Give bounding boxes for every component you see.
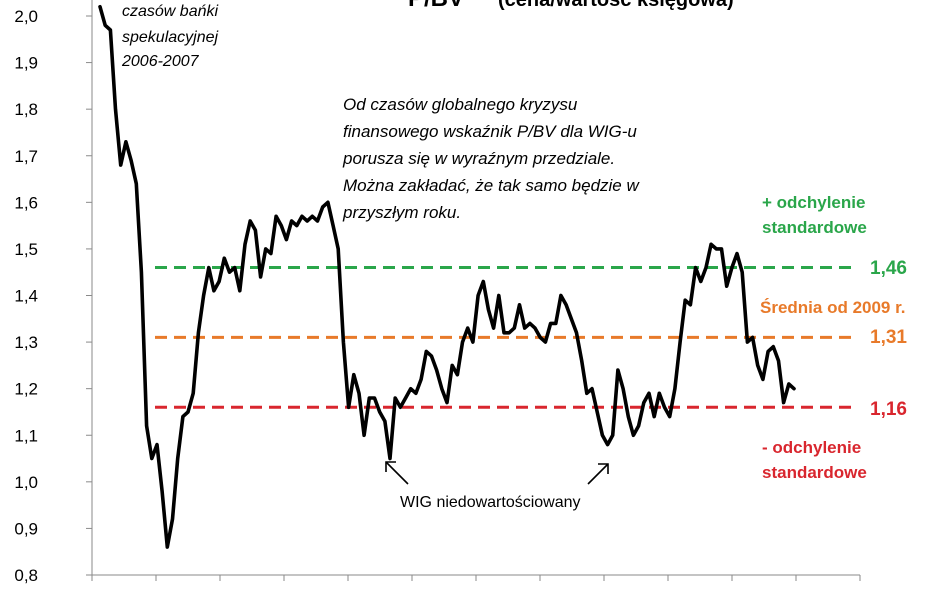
axes: 0,8 0,9 1,0 1,1 1,2 1,3 1,4 1,5 1,6 1,7 1,8 1,9 2,0 [14,0,861,585]
series-line-pbv [98,4,796,549]
y-tick-label: 1,9 [14,54,38,73]
series-group [98,4,796,549]
undervalued-arrow-right [587,463,609,485]
y-tick-label: 1,1 [14,426,38,445]
chart-title: P/BV [408,0,464,12]
y-tick-label: 1,2 [14,380,38,399]
y-tick-label: 2,0 [14,7,38,26]
y-tick-label: 0,8 [14,566,38,585]
note-line-2: finansowego wskaźnik P/BV dla WIG-u [343,122,637,141]
y-tick-label: 0,9 [14,519,38,538]
y-tick-label: 1,4 [14,287,38,306]
note-line-3: porusza się w wyraźnym przedziale. [342,149,615,168]
undervalued-label: WIG niedowartościowany [400,494,581,511]
minus-sd-label-1: - odchylenie [762,438,861,457]
note-line-4: Można zakładać, że tak samo będzie w [343,176,640,195]
mean-label: Średnia od 2009 r. [760,298,906,317]
plus-sd-label-2: standardowe [762,218,867,237]
y-tick-label: 1,6 [14,193,38,212]
chart-title-sub: (cena/wartość księgowa) [498,0,734,11]
reference-lines [155,266,858,409]
note-line-5: przyszłym roku. [342,203,461,222]
y-tick-label: 1,7 [14,147,38,166]
y-tick-label: 1,8 [14,100,38,119]
y-tick-label: 1,3 [14,333,38,352]
plus-sd-label-1: + odchylenie [762,193,865,212]
bubble-line-3: 2006-2007 [121,53,200,70]
note-line-1: Od czasów globalnego kryzysu [343,95,578,114]
y-tick-label: 1,5 [14,240,38,259]
bubble-line-2: spekulacyjnej [122,29,219,46]
ref-value-mean: 1,31 [870,327,907,348]
ref-value-minus: 1,16 [870,399,907,420]
undervalued-arrow-left [385,461,409,485]
minus-sd-label-2: standardowe [762,463,867,482]
ref-value-plus: 1,46 [870,258,907,279]
y-tick-label: 1,0 [14,473,38,492]
bubble-line-1: czasów bańki [122,3,218,20]
